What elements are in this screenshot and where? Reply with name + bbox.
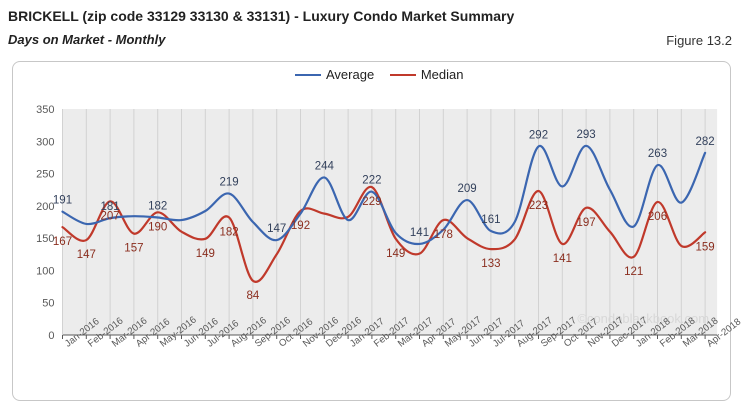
- svg-text:149: 149: [386, 248, 405, 260]
- svg-text:167: 167: [53, 236, 72, 248]
- svg-text:149: 149: [196, 248, 215, 260]
- svg-text:0: 0: [48, 330, 54, 342]
- svg-text:223: 223: [529, 200, 548, 212]
- svg-text:191: 191: [53, 195, 72, 207]
- svg-text:161: 161: [481, 214, 500, 226]
- svg-text:293: 293: [577, 129, 596, 141]
- svg-text:84: 84: [247, 290, 260, 302]
- svg-text:100: 100: [36, 265, 54, 277]
- svg-text:50: 50: [42, 298, 54, 310]
- svg-text:250: 250: [36, 169, 54, 181]
- svg-text:192: 192: [291, 220, 310, 232]
- svg-text:197: 197: [577, 217, 596, 229]
- svg-text:200: 200: [36, 201, 54, 213]
- svg-text:133: 133: [481, 258, 500, 270]
- svg-text:121: 121: [624, 266, 643, 278]
- svg-text:229: 229: [362, 196, 381, 208]
- svg-text:206: 206: [648, 211, 667, 223]
- svg-text:178: 178: [434, 229, 453, 241]
- svg-text:300: 300: [36, 136, 54, 148]
- svg-text:207: 207: [101, 210, 120, 222]
- svg-text:141: 141: [410, 227, 429, 239]
- svg-text:147: 147: [267, 223, 286, 235]
- svg-text:150: 150: [36, 233, 54, 245]
- svg-text:350: 350: [36, 104, 54, 116]
- svg-text:147: 147: [77, 249, 96, 261]
- svg-text:182: 182: [148, 201, 167, 213]
- svg-text:282: 282: [696, 136, 715, 148]
- svg-text:244: 244: [315, 160, 335, 172]
- svg-text:141: 141: [553, 253, 572, 265]
- svg-text:292: 292: [529, 130, 548, 142]
- svg-text:182: 182: [220, 227, 239, 239]
- svg-text:263: 263: [648, 148, 667, 160]
- svg-text:157: 157: [124, 243, 143, 255]
- svg-text:209: 209: [458, 183, 477, 195]
- svg-text:219: 219: [220, 177, 239, 189]
- svg-text:190: 190: [148, 221, 167, 233]
- svg-text:159: 159: [696, 241, 715, 253]
- svg-text:222: 222: [362, 175, 381, 187]
